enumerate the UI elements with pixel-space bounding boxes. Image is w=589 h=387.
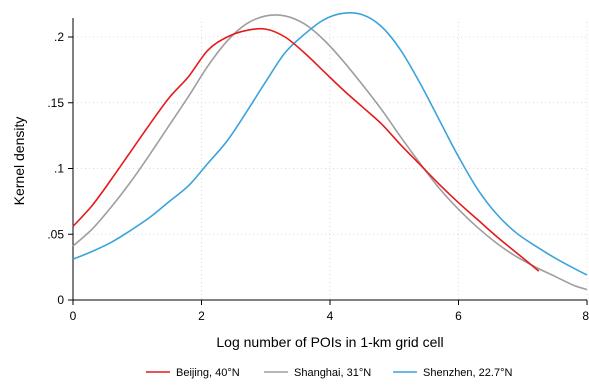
y-tick-label: .2 [54,30,64,44]
legend-item-beijing: Beijing, 40°N [146,367,240,379]
x-tick-label: 4 [327,309,334,323]
axes: 0 .05 .1 .15 .2 0 2 4 6 8 [47,18,589,323]
legend-label: Beijing, 40°N [176,367,240,379]
x-axis-title: Log number of POIs in 1-km grid cell [216,334,443,350]
x-tick-label: 0 [70,309,77,323]
series-line-shanghai [72,14,588,291]
grid-lines [73,22,588,300]
legend-item-shanghai: Shanghai, 31°N [264,367,371,379]
x-tick-label: 8 [582,309,589,323]
y-tick-label: .05 [47,227,64,241]
legend-item-shenzhen: Shenzhen, 22.7°N [393,367,512,379]
y-tick-label: 0 [57,293,64,307]
x-tick-label: 2 [198,309,205,323]
series-line-beijing [72,27,540,272]
legend: Beijing, 40°N Shanghai, 31°N Shenzhen, 22.… [146,367,512,379]
y-tick-label: .1 [54,162,64,176]
legend-label: Shanghai, 31°N [294,367,371,379]
x-tick-label: 6 [455,309,462,323]
y-axis-title: Kernel density [11,117,27,206]
legend-label: Shenzhen, 22.7°N [423,367,512,379]
series-line-shenzhen [72,11,588,276]
y-tick-label: .15 [47,96,64,110]
series-lines [72,11,588,291]
